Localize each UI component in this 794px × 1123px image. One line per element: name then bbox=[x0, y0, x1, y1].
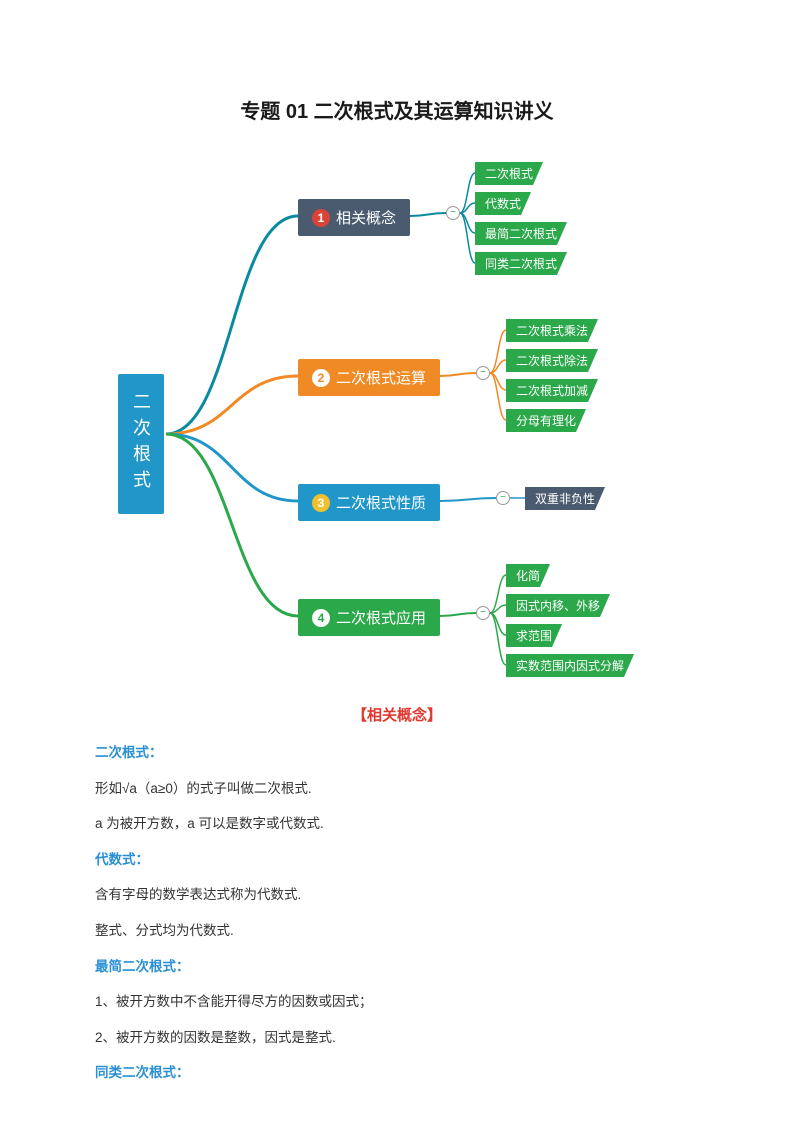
mindmap-leaf: 实数范围内因式分解 bbox=[506, 654, 634, 677]
branch-label: 二次根式应用 bbox=[336, 607, 426, 628]
mindmap-leaf: 同类二次根式 bbox=[475, 252, 567, 275]
content-body: 【相关概念】 二次根式： 形如√a（a≥0）的式子叫做二次根式. a 为被开方数… bbox=[0, 704, 794, 1084]
branch-number-icon: 2 bbox=[312, 369, 330, 387]
mindmap-branch-4: 4 二次根式应用 bbox=[298, 599, 440, 636]
para-6: 2、被开方数的因数是整数，因式是整式. bbox=[95, 1027, 699, 1049]
branch-label: 二次根式运算 bbox=[336, 367, 426, 388]
mindmap-leaf: 分母有理化 bbox=[506, 409, 586, 432]
mindmap-root: 二次根式 bbox=[118, 374, 164, 514]
branch-number-icon: 3 bbox=[312, 494, 330, 512]
page-title: 专题 01 二次根式及其运算知识讲义 bbox=[0, 0, 794, 144]
mindmap-leaf: 二次根式加减 bbox=[506, 379, 598, 402]
para-1: 形如√a（a≥0）的式子叫做二次根式. bbox=[95, 778, 699, 800]
para-3: 含有字母的数学表达式称为代数式. bbox=[95, 884, 699, 906]
heading-quadratic-radical: 二次根式： bbox=[95, 742, 699, 764]
branch-number-icon: 4 bbox=[312, 609, 330, 627]
mindmap-branch-3: 3 二次根式性质 bbox=[298, 484, 440, 521]
mindmap-leaf: 双重非负性 bbox=[525, 487, 605, 510]
mindmap-branch-2: 2 二次根式运算 bbox=[298, 359, 440, 396]
para-2: a 为被开方数，a 可以是数字或代数式. bbox=[95, 813, 699, 835]
mindmap-leaf: 化简 bbox=[506, 564, 550, 587]
heading-similar-radical: 同类二次根式： bbox=[95, 1062, 699, 1084]
para-4: 整式、分式均为代数式. bbox=[95, 920, 699, 942]
branch-number-icon: 1 bbox=[312, 209, 330, 227]
branch-label: 相关概念 bbox=[336, 207, 396, 228]
expand-dot-icon: − bbox=[476, 606, 490, 620]
mindmap-leaf: 最简二次根式 bbox=[475, 222, 567, 245]
section-heading: 【相关概念】 bbox=[95, 704, 699, 728]
expand-dot-icon: − bbox=[476, 366, 490, 380]
mindmap-container: 二次根式1相关概念−二次根式代数式最简二次根式同类二次根式2二次根式运算−二次根… bbox=[0, 144, 794, 694]
mindmap-leaf: 求范围 bbox=[506, 624, 562, 647]
heading-simplest-radical: 最简二次根式： bbox=[95, 956, 699, 978]
mindmap-branch-1: 1 相关概念 bbox=[298, 199, 410, 236]
heading-algebraic-expr: 代数式： bbox=[95, 849, 699, 871]
mindmap-leaf: 因式内移、外移 bbox=[506, 594, 610, 617]
expand-dot-icon: − bbox=[496, 491, 510, 505]
branch-label: 二次根式性质 bbox=[336, 492, 426, 513]
mindmap-leaf: 二次根式 bbox=[475, 162, 543, 185]
mindmap-leaf: 二次根式除法 bbox=[506, 349, 598, 372]
para-5: 1、被开方数中不含能开得尽方的因数或因式； bbox=[95, 991, 699, 1013]
mindmap-leaf: 代数式 bbox=[475, 192, 531, 215]
expand-dot-icon: − bbox=[446, 206, 460, 220]
mindmap-leaf: 二次根式乘法 bbox=[506, 319, 598, 342]
